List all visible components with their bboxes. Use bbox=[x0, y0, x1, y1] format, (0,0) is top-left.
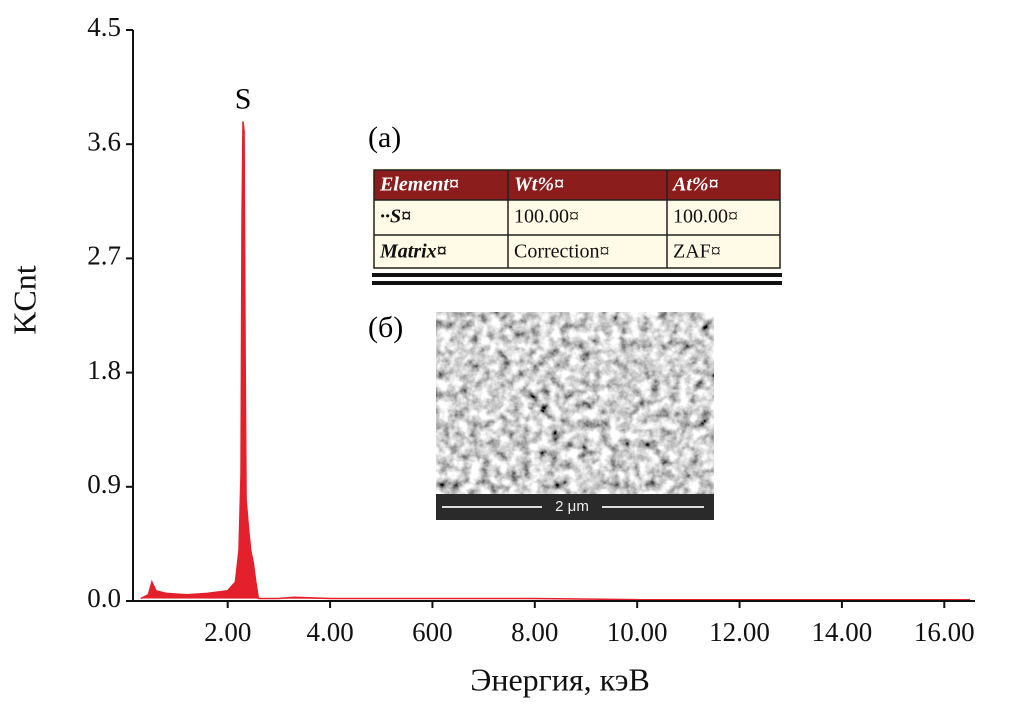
table-cell: ··S¤ bbox=[380, 206, 411, 228]
x-tick-label: 16.00 bbox=[914, 617, 975, 647]
table-header: Wt%¤ bbox=[514, 174, 564, 196]
table-header-background bbox=[374, 170, 780, 200]
y-axis-title: KCnt bbox=[6, 265, 42, 334]
x-tick-label: 10.00 bbox=[607, 617, 668, 647]
x-tick-label: 12.00 bbox=[709, 617, 770, 647]
plot-area: 0.0 0.9 1.8 2.7 3.6 4.5 2.00 4.00 600 8.00 10.00 12… bbox=[87, 12, 975, 647]
y-tick-label: 0.0 bbox=[87, 583, 121, 613]
table-header: At%¤ bbox=[671, 174, 719, 196]
x-tick-label: 8.00 bbox=[511, 617, 558, 647]
inset-label: (a) bbox=[368, 121, 401, 154]
table-cell: 100.00¤ bbox=[673, 206, 738, 228]
x-tick-label: 600 bbox=[412, 617, 453, 647]
inset-label: (б) bbox=[368, 311, 403, 344]
x-tick-label: 4.00 bbox=[306, 617, 353, 647]
table-rule bbox=[372, 273, 782, 277]
x-axis-title: Энергия, кэВ bbox=[470, 661, 650, 697]
y-tick-label: 3.6 bbox=[87, 126, 121, 156]
table-rule bbox=[372, 281, 782, 285]
x-tick-label: 14.00 bbox=[812, 617, 873, 647]
table-cell: ZAF¤ bbox=[673, 241, 721, 263]
x-tick-label: 2.00 bbox=[204, 617, 251, 647]
y-tick-label: 2.7 bbox=[87, 241, 121, 271]
table-cell: 100.00¤ bbox=[514, 206, 579, 228]
annotation: S bbox=[235, 82, 252, 115]
table-cell: Matrix¤ bbox=[379, 241, 447, 263]
spectrum bbox=[140, 121, 970, 601]
y-tick-label: 1.8 bbox=[87, 355, 121, 385]
sem-texture bbox=[436, 312, 714, 520]
sem-image: 2 μm bbox=[436, 312, 714, 520]
y-tick-label: 0.9 bbox=[87, 469, 121, 499]
table-header: Element¤ bbox=[379, 174, 459, 196]
inset-table: Element¤ Wt%¤ At%¤ ··S¤ 100.00¤ 100.00¤ Matrix… bbox=[372, 168, 782, 285]
table-border bbox=[373, 169, 781, 269]
table-cell: Correction¤ bbox=[514, 241, 610, 263]
y-tick-label: 4.5 bbox=[87, 12, 121, 42]
scale-bar-label: 2 μm bbox=[555, 498, 589, 515]
